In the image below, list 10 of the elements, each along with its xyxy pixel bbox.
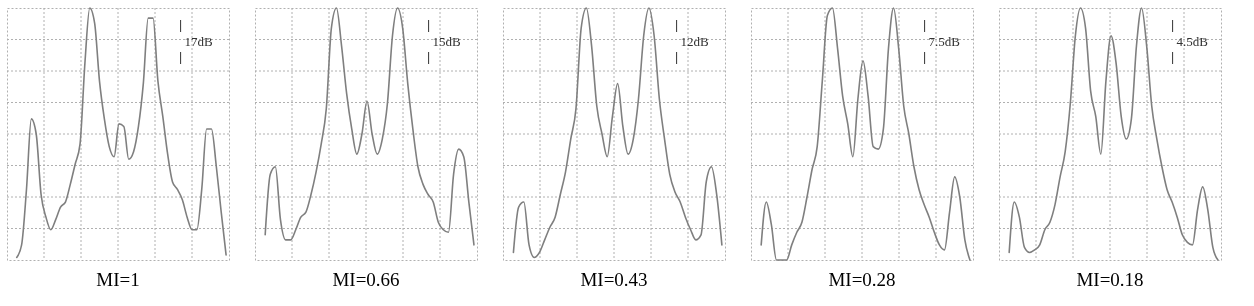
annotation: 4.5dB (1176, 34, 1209, 49)
annotation: 15dB (432, 34, 462, 49)
x-axis-title: MI=0.18 (1076, 268, 1144, 290)
x-axis-title: MI=0.66 (332, 268, 400, 290)
x-axis-title: MI=1 (96, 268, 140, 290)
annotation: 7.5dB (928, 34, 961, 49)
annotation: 12dB (680, 34, 710, 49)
x-axis-title: MI=0.28 (828, 268, 896, 290)
x-axis-title: MI=0.43 (580, 268, 648, 290)
annotation: 17dB (184, 34, 214, 49)
